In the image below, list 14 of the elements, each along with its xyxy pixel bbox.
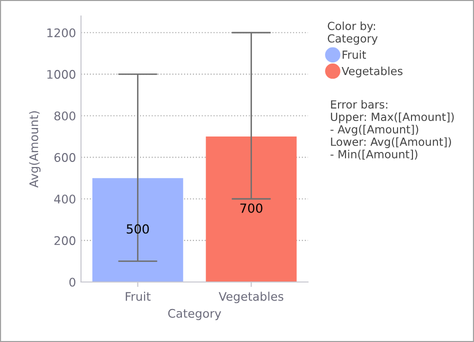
legend-title: Color by: Category xyxy=(328,22,378,45)
y-tick-label: 600 xyxy=(54,153,76,162)
legend-label: Fruit xyxy=(342,50,366,59)
x-axis-title: Category xyxy=(168,308,222,320)
y-tick-label: 800 xyxy=(54,111,76,120)
legend-label: Vegetables xyxy=(342,66,402,78)
y-tick-label: 1000 xyxy=(47,70,76,79)
text: Error bars: Upper: Max([Amount]) - Avg([Amount]) Lower: Avg([Amount]) - Min([Amount]) xyxy=(330,100,454,160)
y-tick-label: 400 xyxy=(54,194,76,204)
y-tick-label: 0 xyxy=(69,278,76,287)
y-tick-label: 1200 xyxy=(47,28,76,38)
y-tick-label: 200 xyxy=(54,236,76,246)
y-axis-title: Avg(Amount) xyxy=(29,111,41,188)
data-label: 700 xyxy=(240,203,262,213)
